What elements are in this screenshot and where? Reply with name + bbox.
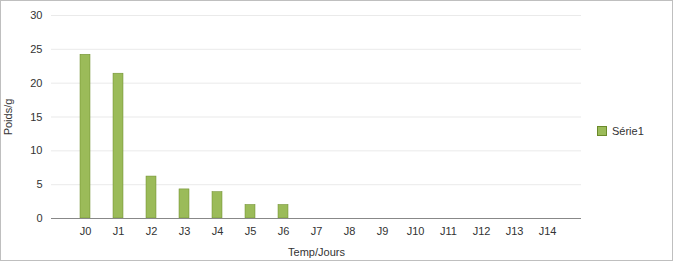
- svg-text:20: 20: [30, 77, 42, 89]
- svg-text:J2: J2: [146, 225, 158, 237]
- svg-text:J11: J11: [440, 225, 457, 237]
- svg-text:J4: J4: [212, 225, 224, 237]
- svg-text:J1: J1: [113, 225, 125, 237]
- svg-text:J7: J7: [311, 225, 323, 237]
- svg-text:J5: J5: [245, 225, 257, 237]
- svg-text:J10: J10: [407, 225, 425, 237]
- svg-text:15: 15: [30, 111, 42, 123]
- svg-text:J6: J6: [278, 225, 290, 237]
- svg-text:25: 25: [30, 43, 42, 55]
- svg-text:J8: J8: [344, 225, 356, 237]
- svg-text:J14: J14: [539, 225, 557, 237]
- svg-text:J3: J3: [179, 225, 191, 237]
- svg-text:J0: J0: [80, 225, 92, 237]
- svg-text:Poids/g: Poids/g: [2, 99, 14, 136]
- svg-text:J12: J12: [473, 225, 491, 237]
- svg-text:J13: J13: [506, 225, 524, 237]
- svg-text:0: 0: [36, 212, 42, 224]
- html-text:Série1: Série1: [612, 124, 644, 137]
- svg-text:10: 10: [30, 144, 42, 156]
- svg-text:Temp/Jours: Temp/Jours: [288, 246, 345, 258]
- svg-text:J9: J9: [377, 225, 389, 237]
- svg-text:30: 30: [30, 9, 42, 21]
- svg-text:5: 5: [36, 178, 42, 190]
